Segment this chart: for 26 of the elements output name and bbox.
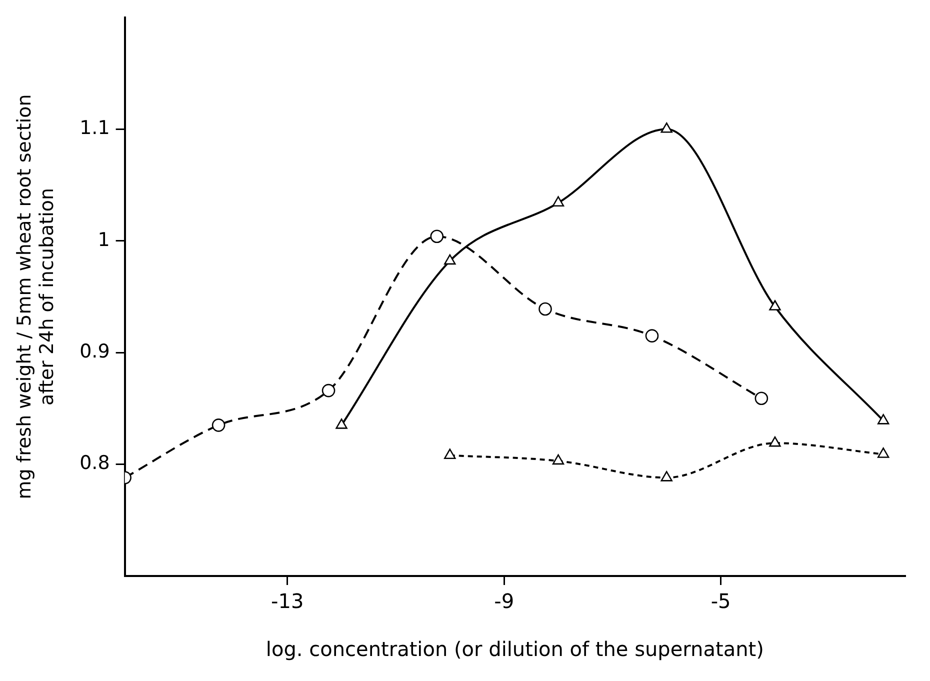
point <box>769 300 781 310</box>
point <box>645 329 659 342</box>
point <box>660 471 672 482</box>
x-axis-title: log. concentration (or dilution of the supernatant) <box>266 637 764 662</box>
point <box>552 454 564 465</box>
point <box>877 414 890 424</box>
point <box>754 392 768 406</box>
point <box>444 448 456 459</box>
y-tick-label: 0.8 <box>80 452 110 474</box>
y-tick-label: 1 <box>98 228 110 251</box>
point <box>322 384 336 398</box>
y-tick-label: 1.1 <box>80 117 110 140</box>
point <box>552 196 564 207</box>
y-tick-label: 0.9 <box>80 340 110 362</box>
point <box>538 302 552 316</box>
y-axis-title: mg fresh weight / 5mm wheat root section after 24h of incubation <box>13 94 58 500</box>
point <box>336 418 348 429</box>
point <box>212 418 226 432</box>
point <box>444 254 456 265</box>
x-tick-label: -9 <box>494 589 514 614</box>
point <box>430 230 444 244</box>
point <box>660 122 672 133</box>
x-tick-label: -13 <box>271 589 304 614</box>
x-tick-label: -5 <box>710 589 731 614</box>
point <box>877 448 890 458</box>
point <box>769 436 781 447</box>
